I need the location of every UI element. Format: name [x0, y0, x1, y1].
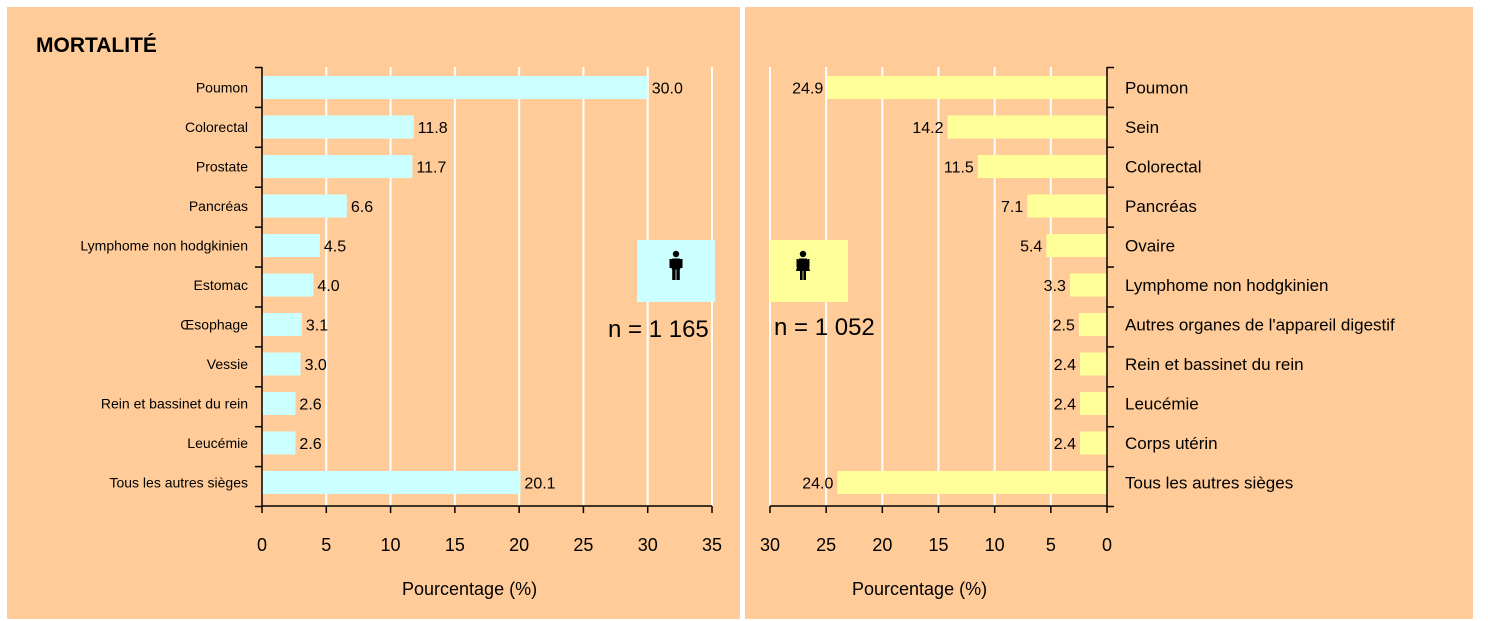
data-label: 2.4	[1054, 436, 1076, 453]
category-label: Lymphome non hodgkinien	[80, 238, 248, 254]
x-tick-label: 0	[257, 535, 267, 555]
data-label: 11.7	[416, 160, 446, 177]
male-x-axis-title: Pourcentage (%)	[402, 579, 538, 599]
female-bar-chart: 24.9 Poumon 14.2 Sein 11.5 Colorectal 7.1 Pancr…	[760, 66, 1395, 555]
bar-autres-organes-de-l-appareil-digestif	[1078, 313, 1107, 336]
bar-colorectal	[262, 115, 414, 139]
x-tick-label: 0	[1102, 535, 1112, 555]
category-label: Leucémie	[187, 435, 248, 451]
category-label: Pancréas	[189, 198, 248, 214]
data-label: 4.5	[324, 239, 346, 256]
category-label: Vessie	[207, 356, 248, 372]
page-title: MORTALITÉ	[36, 34, 157, 57]
data-label: 2.5	[1053, 318, 1075, 335]
data-label: 6.6	[351, 199, 373, 216]
category-label: Prostate	[196, 159, 248, 175]
woman-icon	[796, 250, 810, 280]
bar-pancr-as	[262, 194, 347, 218]
category-label: Poumon	[196, 80, 248, 96]
data-label: 5.4	[1020, 239, 1042, 256]
x-tick-label: 10	[381, 535, 401, 555]
category-label: Poumon	[1125, 79, 1188, 98]
x-tick-label: 15	[928, 535, 948, 555]
bar-estomac	[262, 273, 314, 297]
bar-tous-les-autres-si-ges	[262, 471, 521, 494]
data-label: 24.9	[792, 81, 823, 98]
category-label: Leucémie	[1125, 395, 1199, 414]
female-icon-box	[770, 240, 848, 302]
male-n-label: n = 1 165	[608, 316, 709, 343]
category-label: Sein	[1125, 118, 1159, 137]
male-chart-panel	[7, 7, 740, 619]
x-tick-label: 5	[1046, 535, 1056, 555]
data-label: 2.4	[1054, 397, 1076, 414]
bar--sophage	[262, 313, 302, 336]
bar-prostate	[262, 155, 413, 178]
category-label: Lymphome non hodgkinien	[1125, 276, 1329, 295]
category-label: Ovaire	[1125, 237, 1175, 256]
data-label: 11.8	[418, 120, 448, 137]
data-label: 30.0	[652, 81, 683, 98]
female-n-label: n = 1 052	[774, 314, 875, 341]
data-label: 24.0	[802, 476, 833, 493]
male-icon-box	[637, 240, 715, 302]
data-label: 4.0	[317, 278, 339, 295]
x-tick-label: 35	[702, 535, 722, 555]
male-bar-chart: 30.0 Poumon 11.8 Colorectal 11.7 Prostate 6.6 P…	[80, 66, 722, 555]
man-icon	[669, 250, 683, 280]
x-tick-label: 5	[321, 535, 331, 555]
category-label: Pancréas	[1125, 197, 1197, 216]
bar-pancr-as	[1027, 194, 1107, 218]
category-label: Rein et bassinet du rein	[101, 396, 248, 412]
data-label: 11.5	[944, 160, 974, 177]
data-label: 3.1	[306, 318, 328, 335]
bar-ovaire	[1046, 234, 1107, 257]
category-label: Colorectal	[1125, 158, 1202, 177]
bar-rein-et-bassinet-du-rein	[1080, 352, 1107, 376]
x-tick-label: 20	[509, 535, 529, 555]
bar-poumon	[827, 76, 1107, 99]
bar-leuc-mie	[262, 431, 296, 455]
x-tick-label: 25	[816, 535, 836, 555]
category-label: Œsophage	[180, 317, 248, 333]
data-label: 7.1	[1001, 199, 1023, 216]
data-label: 2.6	[299, 436, 321, 453]
data-label: 14.2	[912, 120, 943, 137]
bar-lymphome-non-hodgkinien	[262, 234, 320, 257]
category-label: Tous les autres sièges	[109, 475, 248, 491]
x-tick-label: 20	[872, 535, 892, 555]
x-tick-label: 30	[760, 535, 780, 555]
data-label: 20.1	[524, 476, 555, 493]
x-tick-label: 15	[445, 535, 465, 555]
x-tick-label: 30	[638, 535, 658, 555]
bar-rein-et-bassinet-du-rein	[262, 392, 296, 415]
data-label: 3.3	[1044, 278, 1066, 295]
x-tick-label: 25	[573, 535, 593, 555]
category-label: Corps utérin	[1125, 434, 1218, 453]
category-label: Autres organes de l'appareil digestif	[1125, 316, 1395, 335]
bar-sein	[947, 115, 1107, 139]
bar-leuc-mie	[1080, 392, 1107, 415]
data-label: 3.0	[305, 357, 327, 374]
bar-tous-les-autres-si-ges	[837, 471, 1107, 494]
category-label: Colorectal	[185, 119, 248, 135]
bar-poumon	[262, 76, 648, 99]
category-label: Estomac	[194, 277, 248, 293]
category-label: Rein et bassinet du rein	[1125, 355, 1304, 374]
bar-lymphome-non-hodgkinien	[1069, 273, 1107, 297]
bar-corps-ut-rin	[1080, 431, 1107, 455]
x-tick-label: 10	[985, 535, 1005, 555]
bar-vessie	[262, 352, 301, 376]
female-x-axis-title: Pourcentage (%)	[852, 579, 988, 599]
category-label: Tous les autres sièges	[1125, 474, 1293, 493]
female-chart-panel	[745, 7, 1473, 619]
data-label: 2.6	[299, 397, 321, 414]
bar-colorectal	[977, 155, 1107, 178]
data-label: 2.4	[1054, 357, 1076, 374]
